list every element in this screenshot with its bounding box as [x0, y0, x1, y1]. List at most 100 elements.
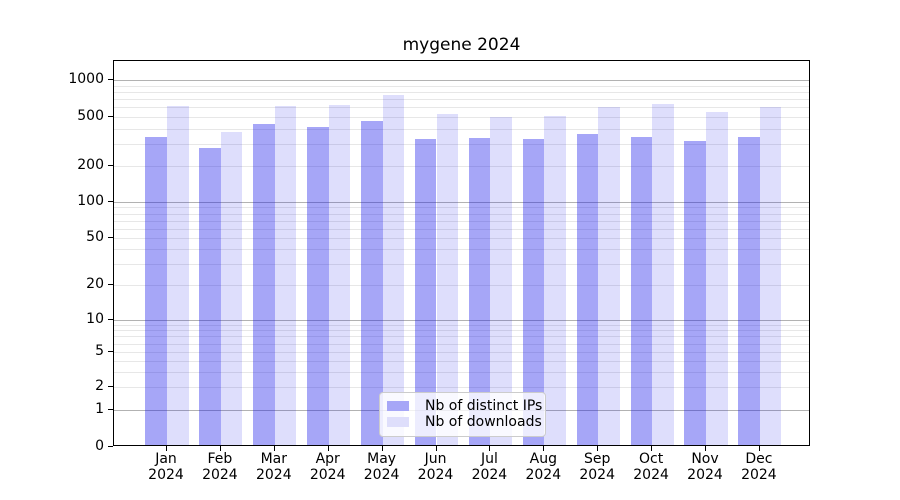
bar-downloads-sep [598, 107, 620, 445]
y-tick-mark [108, 165, 113, 166]
x-tick-label: Mar 2024 [242, 451, 306, 483]
x-tick-mark [382, 446, 383, 451]
bar-distinct-ips-nov [684, 140, 706, 445]
gridline-minor [114, 387, 809, 388]
legend: Nb of distinct IPs Nb of downloads [379, 392, 546, 437]
y-tick-mark [108, 446, 113, 447]
legend-item-downloads: Nb of downloads [387, 414, 542, 430]
bar-distinct-ips-mar [253, 123, 275, 445]
y-tick-label: 5 [95, 343, 104, 359]
x-tick-label: Jan 2024 [134, 451, 198, 483]
bar-downloads-mar [274, 105, 297, 445]
y-tick-label: 100 [77, 193, 104, 209]
gridline-minor [114, 336, 809, 338]
x-tick-month: May [367, 451, 397, 467]
y-tick-mark [108, 386, 113, 387]
x-tick-label: Feb 2024 [188, 451, 252, 483]
y-tick-label: 0 [95, 437, 104, 454]
gridline-minor [114, 228, 809, 230]
y-tick-mark [108, 237, 113, 238]
x-tick-mark [543, 446, 544, 451]
gridline-minor [114, 213, 809, 215]
x-tick-label: Apr 2024 [296, 451, 360, 483]
x-tick-mark [597, 446, 598, 451]
x-tick-mark [328, 446, 329, 451]
x-tick-mark [651, 446, 652, 451]
x-tick-label: Sep 2024 [565, 451, 629, 483]
x-tick-mark [759, 446, 760, 451]
plot-area [113, 60, 810, 446]
y-tick-label: 20 [86, 276, 104, 292]
bar-downloads-apr [328, 104, 351, 445]
gridline-minor [114, 330, 809, 332]
x-tick-label: Aug 2024 [511, 451, 575, 483]
gridline-major [114, 80, 809, 81]
y-tick-mark [108, 319, 113, 320]
bar-distinct-ips-apr [307, 126, 329, 445]
gridline-minor [114, 128, 809, 130]
bar-downloads-jul [490, 117, 512, 445]
x-tick-month: Sep [583, 451, 611, 467]
x-tick-mark [220, 446, 221, 451]
bar-distinct-ips-may [361, 121, 383, 445]
x-tick-month: Oct [638, 451, 664, 467]
y-tick-label: 2 [95, 378, 104, 394]
x-tick-year: 2024 [148, 466, 184, 483]
x-tick-mark [436, 446, 437, 451]
x-tick-year: 2024 [202, 466, 238, 483]
gridline-minor [114, 285, 809, 286]
bar-distinct-ips-aug [522, 138, 545, 445]
gridline-minor [114, 343, 809, 345]
x-tick-year: 2024 [363, 466, 400, 483]
x-tick-label: Dec 2024 [727, 451, 791, 483]
gridline-minor [114, 91, 809, 93]
gridline-minor [114, 220, 809, 222]
gridline-minor [114, 264, 809, 266]
legend-item-distinct-ips: Nb of distinct IPs [387, 398, 542, 414]
y-tick-label: 1 [95, 401, 104, 417]
y-tick-label: 500 [77, 108, 104, 124]
x-tick-month: Dec [745, 451, 773, 467]
x-tick-mark [705, 446, 706, 451]
bar-distinct-ips-jul [468, 138, 491, 445]
x-tick-year: 2024 [255, 466, 292, 483]
gridline-minor [114, 324, 809, 326]
y-tick-mark [108, 116, 113, 117]
y-tick-label: 10 [86, 311, 104, 327]
legend-label-distinct-ips: Nb of distinct IPs [425, 398, 543, 414]
gridline-minor [114, 107, 809, 109]
x-tick-label: Jun 2024 [404, 451, 468, 483]
x-tick-year: 2024 [687, 466, 723, 483]
x-tick-year: 2024 [417, 466, 454, 483]
x-tick-month: Nov [691, 451, 719, 467]
y-tick-label: 1000 [68, 71, 104, 87]
x-tick-month: Jul [480, 451, 498, 467]
y-tick-label: 200 [77, 157, 104, 173]
x-tick-mark [274, 446, 275, 451]
x-tick-year: 2024 [579, 466, 615, 483]
bar-downloads-may [382, 94, 405, 445]
y-tick-mark [108, 284, 113, 285]
legend-label-downloads: Nb of downloads [425, 414, 542, 430]
bar-downloads-aug [544, 116, 566, 445]
gridline-minor [114, 99, 809, 101]
gridline-major [114, 202, 809, 203]
x-tick-year: 2024 [741, 466, 777, 483]
x-tick-label: Jul 2024 [457, 451, 521, 483]
x-tick-label: May 2024 [350, 451, 414, 483]
gridline-minor [114, 166, 809, 167]
bar-distinct-ips-jan [145, 137, 167, 445]
bar-downloads-feb [220, 132, 243, 445]
bar-distinct-ips-sep [576, 134, 599, 445]
x-tick-year: 2024 [633, 466, 669, 483]
gridline-minor [114, 207, 809, 209]
gridline-minor [114, 352, 809, 353]
gridline-minor [114, 117, 809, 118]
gridline-minor [114, 85, 809, 87]
bar-downloads-nov [706, 112, 728, 445]
x-tick-year: 2024 [309, 466, 346, 483]
bar-distinct-ips-dec [738, 136, 760, 445]
x-tick-label: Oct 2024 [619, 451, 683, 483]
y-tick-label: 50 [86, 229, 104, 245]
